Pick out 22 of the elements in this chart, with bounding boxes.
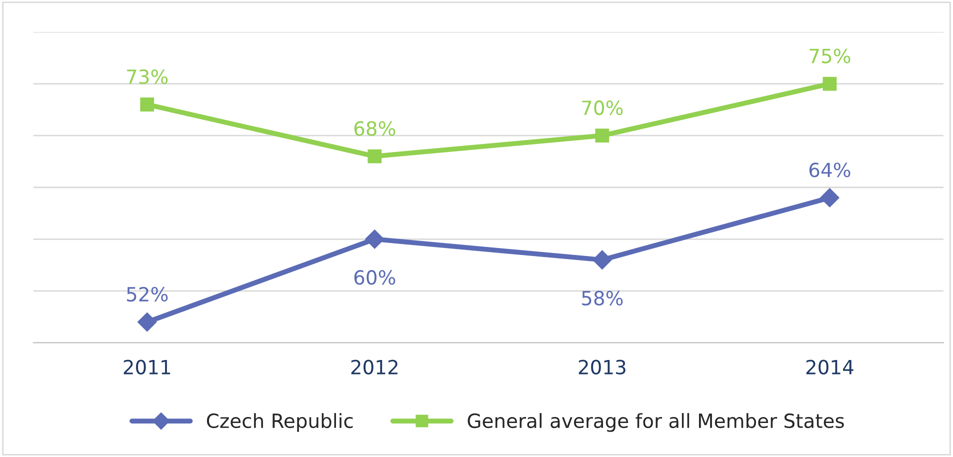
x-tick-label: 2012 — [351, 360, 398, 374]
point — [368, 149, 382, 164]
x-tick-label: 2011 — [124, 360, 170, 374]
point — [365, 230, 384, 249]
point — [595, 128, 610, 143]
legend-label: Czech Republic — [206, 413, 353, 432]
point — [822, 76, 837, 91]
point — [592, 250, 612, 270]
data-label: 75% — [810, 48, 850, 64]
x-tick-label: 2014 — [806, 360, 854, 374]
point — [138, 312, 157, 332]
data-label: 60% — [354, 270, 396, 285]
legend-label: General average for all Member States — [468, 413, 844, 432]
x-tick-label: 2013 — [578, 360, 626, 374]
data-label: 52% — [127, 286, 168, 302]
data-label: 64% — [809, 162, 850, 178]
data-label: 73% — [127, 69, 168, 84]
data-label: 70% — [582, 100, 623, 116]
data-label: 58% — [582, 290, 623, 306]
point — [140, 98, 154, 112]
data-label: 68% — [354, 121, 396, 136]
point — [820, 188, 840, 208]
